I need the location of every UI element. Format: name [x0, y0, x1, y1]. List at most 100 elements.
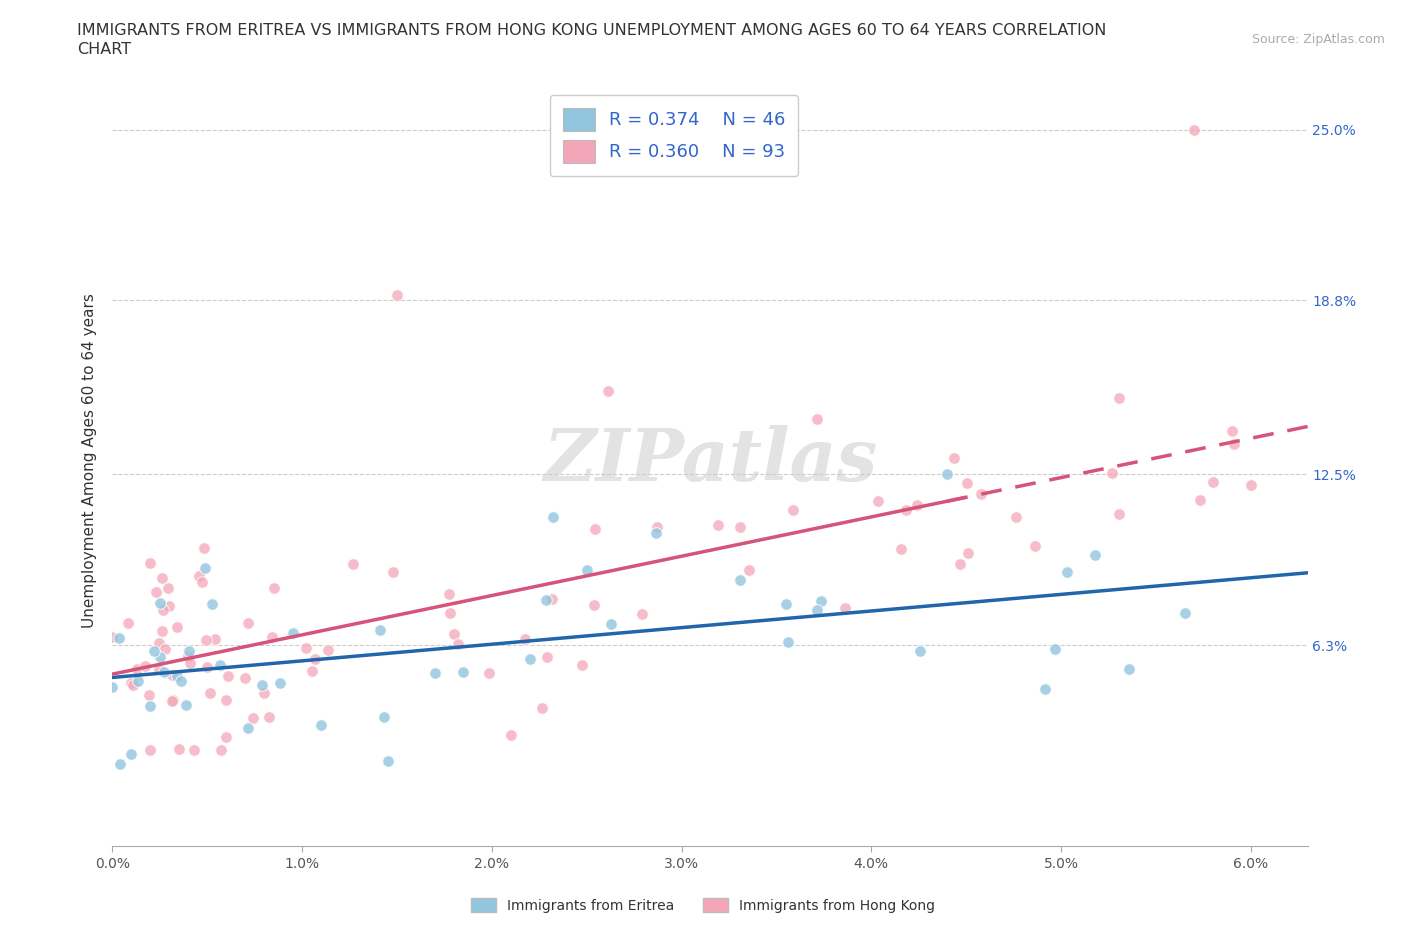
Point	[373, 710, 395, 724]
Point	[127, 661, 149, 676]
Point	[217, 669, 239, 684]
Point	[515, 631, 537, 646]
Point	[194, 561, 217, 576]
Legend: Immigrants from Eritrea, Immigrants from Hong Kong: Immigrants from Eritrea, Immigrants from…	[465, 893, 941, 919]
Point	[236, 720, 259, 735]
Point	[170, 673, 193, 688]
Point	[439, 605, 461, 620]
Point	[250, 678, 273, 693]
Point	[149, 650, 172, 665]
Point	[1222, 436, 1244, 451]
Point	[120, 746, 142, 761]
Point	[150, 623, 173, 638]
Point	[806, 412, 828, 427]
Point	[1024, 538, 1046, 553]
Point	[194, 633, 217, 648]
Point	[169, 741, 191, 756]
Point	[738, 563, 761, 578]
Point	[191, 575, 214, 590]
Text: ZIPatlas: ZIPatlas	[543, 425, 877, 496]
Point	[1108, 391, 1130, 405]
Point	[179, 656, 201, 671]
Point	[499, 727, 522, 742]
Point	[423, 666, 446, 681]
Point	[368, 622, 391, 637]
Point	[166, 620, 188, 635]
Point	[1045, 642, 1067, 657]
Point	[905, 498, 928, 512]
Point	[943, 450, 966, 465]
Point	[215, 729, 238, 744]
Point	[1220, 423, 1243, 438]
Point	[381, 565, 404, 579]
Point	[281, 626, 304, 641]
Point	[806, 603, 828, 618]
Point	[209, 742, 232, 757]
Point	[152, 571, 174, 586]
Point	[304, 652, 326, 667]
Y-axis label: Unemployment Among Ages 60 to 64 years: Unemployment Among Ages 60 to 64 years	[82, 293, 97, 628]
Point	[160, 668, 183, 683]
Point	[242, 711, 264, 725]
Point	[451, 665, 474, 680]
Point	[1188, 492, 1211, 507]
Point	[644, 525, 666, 540]
Point	[301, 664, 323, 679]
Text: CHART: CHART	[77, 42, 131, 57]
Point	[139, 556, 162, 571]
Point	[534, 592, 557, 607]
Point	[152, 664, 174, 679]
Point	[162, 692, 184, 707]
Point	[166, 669, 188, 684]
Point	[177, 649, 200, 664]
Point	[834, 601, 856, 616]
Point	[866, 493, 889, 508]
Point	[936, 467, 959, 482]
Point	[385, 287, 408, 302]
Point	[645, 519, 668, 534]
Point	[204, 631, 226, 646]
Point	[1101, 465, 1123, 480]
Point	[139, 698, 162, 713]
Point	[810, 593, 832, 608]
Point	[956, 546, 979, 561]
Point	[583, 597, 606, 612]
Point	[956, 475, 979, 490]
Point	[531, 700, 554, 715]
Point	[160, 693, 183, 708]
Point	[1108, 506, 1130, 521]
Point	[437, 587, 460, 602]
Point	[148, 662, 170, 677]
Point	[707, 518, 730, 533]
Point	[127, 673, 149, 688]
Point	[908, 644, 931, 658]
Point	[478, 665, 501, 680]
Point	[195, 659, 218, 674]
Point	[134, 658, 156, 673]
Point	[316, 642, 339, 657]
Point	[108, 631, 131, 645]
Point	[576, 563, 599, 578]
Point	[776, 634, 799, 649]
Text: Source: ZipAtlas.com: Source: ZipAtlas.com	[1251, 33, 1385, 46]
Point	[541, 592, 564, 607]
Point	[177, 644, 200, 658]
Point	[596, 384, 619, 399]
Point	[120, 675, 142, 690]
Point	[253, 685, 276, 700]
Point	[198, 685, 221, 700]
Point	[728, 573, 751, 588]
Point	[536, 650, 558, 665]
Point	[377, 753, 399, 768]
Point	[571, 658, 593, 672]
Point	[143, 644, 166, 658]
Point	[631, 607, 654, 622]
Point	[949, 556, 972, 571]
Point	[269, 675, 291, 690]
Point	[970, 486, 993, 501]
Point	[259, 710, 281, 724]
Point	[153, 642, 176, 657]
Text: IMMIGRANTS FROM ERITREA VS IMMIGRANTS FROM HONG KONG UNEMPLOYMENT AMONG AGES 60 : IMMIGRANTS FROM ERITREA VS IMMIGRANTS FR…	[77, 23, 1107, 38]
Point	[599, 617, 621, 631]
Point	[183, 742, 205, 757]
